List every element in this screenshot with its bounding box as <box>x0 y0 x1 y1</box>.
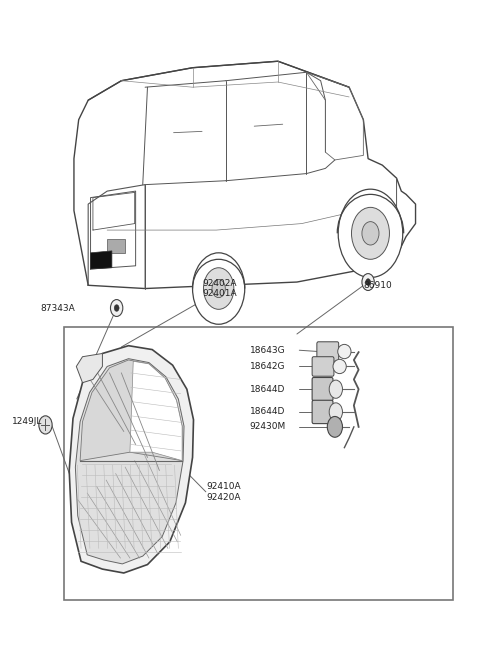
Circle shape <box>110 299 123 316</box>
Polygon shape <box>69 346 193 573</box>
Circle shape <box>329 403 343 421</box>
Text: 86910: 86910 <box>363 281 392 290</box>
Circle shape <box>362 274 374 290</box>
Ellipse shape <box>333 360 346 373</box>
Circle shape <box>114 305 119 311</box>
Polygon shape <box>80 360 182 460</box>
FancyBboxPatch shape <box>312 377 333 401</box>
Circle shape <box>212 280 225 297</box>
Polygon shape <box>130 362 182 460</box>
Ellipse shape <box>338 345 351 359</box>
Bar <box>107 238 125 253</box>
Bar <box>64 328 454 600</box>
Circle shape <box>39 416 52 434</box>
FancyBboxPatch shape <box>317 342 339 362</box>
Circle shape <box>366 278 371 286</box>
Circle shape <box>327 417 342 438</box>
Text: 18642G: 18642G <box>250 362 285 371</box>
Text: 92430M: 92430M <box>250 422 286 432</box>
Text: 92410A: 92410A <box>207 482 241 491</box>
FancyBboxPatch shape <box>312 400 333 424</box>
Circle shape <box>338 189 403 278</box>
Text: 92401A: 92401A <box>202 290 237 298</box>
Circle shape <box>351 208 389 259</box>
Circle shape <box>329 380 343 398</box>
Text: 92402A: 92402A <box>202 280 237 288</box>
FancyBboxPatch shape <box>312 357 334 376</box>
Text: 1249JL: 1249JL <box>12 417 43 426</box>
Circle shape <box>192 253 245 324</box>
Text: 18644D: 18644D <box>250 384 285 394</box>
Polygon shape <box>75 359 184 564</box>
Text: 92420A: 92420A <box>207 493 241 502</box>
Polygon shape <box>76 354 102 383</box>
Circle shape <box>362 221 379 245</box>
Polygon shape <box>91 251 112 269</box>
Text: 18644D: 18644D <box>250 407 285 417</box>
Text: 18643G: 18643G <box>250 346 285 355</box>
Text: 87343A: 87343A <box>41 303 75 312</box>
Circle shape <box>204 268 234 309</box>
